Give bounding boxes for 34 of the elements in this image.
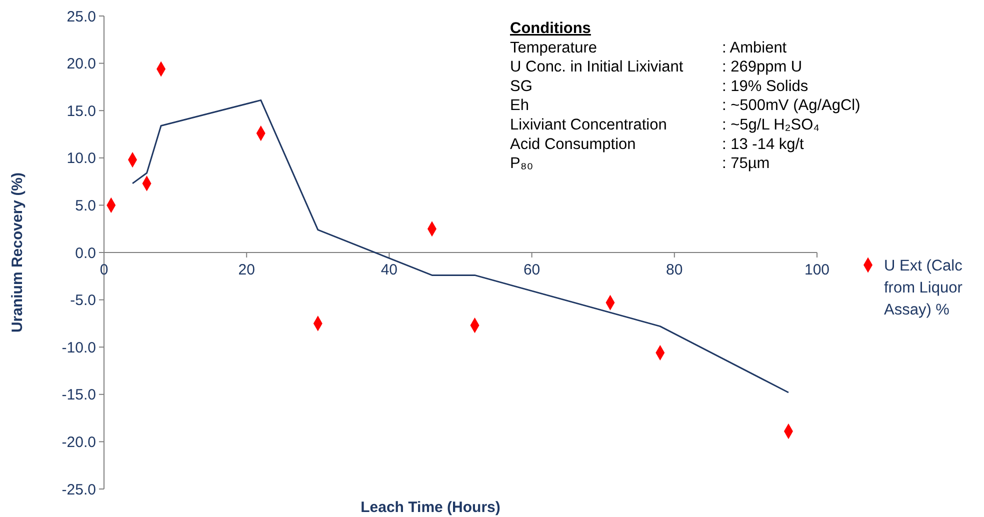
- x-tick-label: 100: [804, 262, 830, 278]
- y-tick-label: 10.0: [66, 150, 96, 168]
- x-tick-label: 40: [380, 262, 398, 278]
- annotation: U Conc. in Initial Lixiviant: [510, 58, 684, 76]
- annotation: : 269ppm U: [722, 58, 802, 76]
- annotation: : ~500mV (Ag/AgCl): [722, 97, 860, 114]
- annotation: : 75µm: [722, 155, 770, 172]
- annotation: : 13 -14 kg/t: [722, 136, 805, 153]
- annotation: P₈₀: [510, 155, 534, 172]
- y-tick-label: 5.0: [75, 197, 96, 214]
- annotation: Eh: [510, 97, 529, 114]
- x-axis-title: Leach Time (Hours): [360, 499, 500, 516]
- y-axis-title: Uranium Recovery (%): [9, 172, 26, 333]
- y-tick-label: 0.0: [75, 244, 96, 262]
- x-tick-label: 60: [523, 262, 540, 278]
- y-tick-label: 25.0: [66, 8, 96, 26]
- annotation: : 19% Solids: [722, 78, 808, 95]
- annotation: Lixiviant Concentration: [510, 116, 667, 134]
- x-tick-label: 20: [238, 262, 255, 278]
- legend-label: U Ext (Calc from Liquor Assay) %: [884, 257, 963, 318]
- annotation: Acid Consumption: [510, 136, 636, 153]
- annotation: Conditions: [510, 20, 591, 37]
- y-tick-label: -25.0: [62, 481, 96, 498]
- y-tick-label: -10.0: [62, 339, 96, 356]
- y-tick-label: -5.0: [70, 292, 96, 310]
- annotation: : Ambient: [722, 39, 788, 56]
- annotation: SG: [510, 78, 532, 95]
- y-tick-label: 20.0: [66, 56, 96, 73]
- y-tick-label: -20.0: [62, 434, 96, 451]
- annotation: : ~5g/L H₂SO₄: [722, 116, 820, 134]
- annotation: Temperature: [510, 39, 598, 56]
- y-tick-label: -15.0: [62, 386, 96, 404]
- y-tick-label: 15.0: [66, 102, 96, 120]
- x-tick-label: 80: [666, 262, 683, 278]
